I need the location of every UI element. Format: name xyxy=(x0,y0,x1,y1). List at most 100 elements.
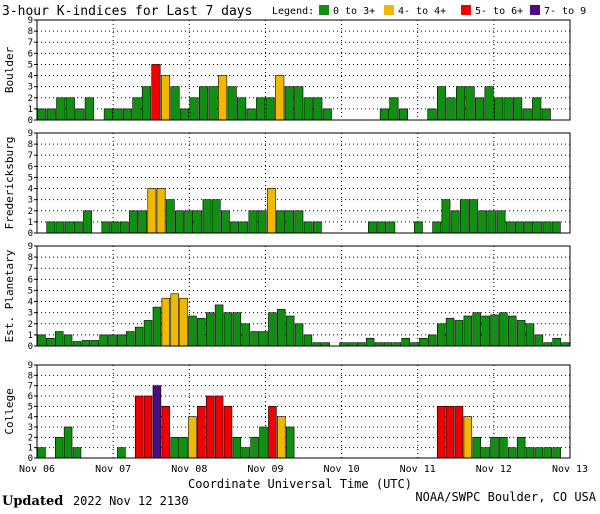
bar xyxy=(54,331,64,347)
bar xyxy=(239,221,249,234)
bar xyxy=(232,437,242,459)
y-tick-label: 2 xyxy=(28,207,33,217)
y-tick-label: 6 xyxy=(28,392,33,402)
bar xyxy=(513,97,523,121)
bar xyxy=(450,210,460,234)
bar xyxy=(499,437,508,459)
y-tick-label: 6 xyxy=(28,49,33,59)
bar xyxy=(516,320,526,347)
bar xyxy=(199,86,209,121)
x-tick-label: Nov 11 xyxy=(400,464,436,475)
bar xyxy=(230,221,239,234)
y-tick-label: 1 xyxy=(28,331,33,341)
y-tick-label: 8 xyxy=(28,140,33,150)
bar xyxy=(188,315,197,347)
legend-swatch-0 xyxy=(319,5,329,15)
bar xyxy=(552,447,561,459)
bar xyxy=(322,108,332,121)
bar xyxy=(37,108,47,121)
bar xyxy=(534,334,544,347)
y-tick-label: 5 xyxy=(28,286,33,296)
chart-title: 3-hour K-indices for Last 7 days xyxy=(2,4,252,19)
y-tick-label: 5 xyxy=(28,402,33,412)
bar xyxy=(543,447,553,459)
bar xyxy=(141,86,152,121)
bar xyxy=(129,210,138,234)
y-tick-label: 0 xyxy=(28,116,33,126)
bar xyxy=(284,86,294,121)
bar xyxy=(441,199,451,234)
y-tick-label: 0 xyxy=(28,454,33,464)
legend-swatch-1 xyxy=(384,5,394,15)
bar xyxy=(189,97,199,121)
legend-label-0: 0 to 3+ xyxy=(333,6,375,17)
bar xyxy=(487,210,497,234)
bar xyxy=(211,199,221,234)
panel-label-3: College xyxy=(3,388,16,434)
bar xyxy=(266,188,276,234)
bar xyxy=(454,406,464,459)
bar xyxy=(313,97,323,121)
bar xyxy=(277,309,286,347)
updated-label: Updated xyxy=(2,494,64,509)
bar xyxy=(428,334,437,347)
bar xyxy=(184,210,194,234)
legend-swatch-2 xyxy=(461,5,471,15)
bar xyxy=(386,221,396,234)
bar xyxy=(503,97,513,121)
bar xyxy=(389,97,399,121)
bar xyxy=(75,108,85,121)
bar xyxy=(223,312,233,347)
bar xyxy=(197,406,206,459)
panel-label-0: Boulder xyxy=(3,46,16,93)
legend-label-3: 7- to 9 xyxy=(544,6,586,17)
bar xyxy=(73,221,83,234)
y-tick-label: 8 xyxy=(28,253,33,263)
y-tick-label: 6 xyxy=(28,162,33,172)
bar xyxy=(152,306,162,347)
bar xyxy=(37,334,46,347)
bar xyxy=(160,75,171,121)
bar xyxy=(285,426,295,459)
bar xyxy=(445,406,455,459)
bar xyxy=(175,210,184,234)
bar xyxy=(265,97,275,121)
bar xyxy=(237,97,247,121)
x-axis: Nov 06 Nov 07 Nov 08 Nov 09 Nov 10 Nov 11 Nov … xyxy=(19,464,588,475)
bar xyxy=(132,97,142,121)
bar xyxy=(197,317,206,347)
y-tick-label: 0 xyxy=(28,229,33,239)
bar xyxy=(446,97,456,121)
y-tick-label: 5 xyxy=(28,60,33,70)
y-tick-label: 7 xyxy=(28,264,33,274)
bar xyxy=(170,293,179,347)
bar xyxy=(156,188,166,234)
legend-label-1: 4- to 4+ xyxy=(398,6,446,17)
y-tick-label: 8 xyxy=(28,27,33,37)
footer-left: Updated 2022 Nov 12 2130 xyxy=(2,490,189,509)
bar xyxy=(294,210,304,234)
y-tick-label: 3 xyxy=(28,309,33,319)
bar xyxy=(151,64,161,121)
bar xyxy=(205,312,215,347)
legend: 0 to 3+ 4- to 4+ 5- to 6+ 7- to 9 xyxy=(319,5,586,17)
x-tick-label: Nov 09 xyxy=(247,464,283,475)
updated-value: 2022 Nov 12 2130 xyxy=(72,494,189,508)
bar xyxy=(218,75,228,121)
y-tick-label: 2 xyxy=(28,94,33,104)
y-tick-label: 2 xyxy=(28,320,33,330)
bar xyxy=(481,447,490,459)
bar xyxy=(312,221,322,234)
y-tick-label: 1 xyxy=(28,218,33,228)
y-tick-label: 5 xyxy=(28,173,33,183)
bar xyxy=(170,86,180,121)
bar xyxy=(294,323,304,347)
y-tick-label: 6 xyxy=(28,275,33,285)
y-tick-label: 8 xyxy=(28,371,33,381)
bar xyxy=(202,199,212,234)
y-tick-label: 1 xyxy=(28,105,33,115)
bar xyxy=(83,210,92,234)
bar xyxy=(525,323,535,347)
panel-label-2: Est. Planetary xyxy=(3,249,16,342)
bar xyxy=(119,221,129,234)
